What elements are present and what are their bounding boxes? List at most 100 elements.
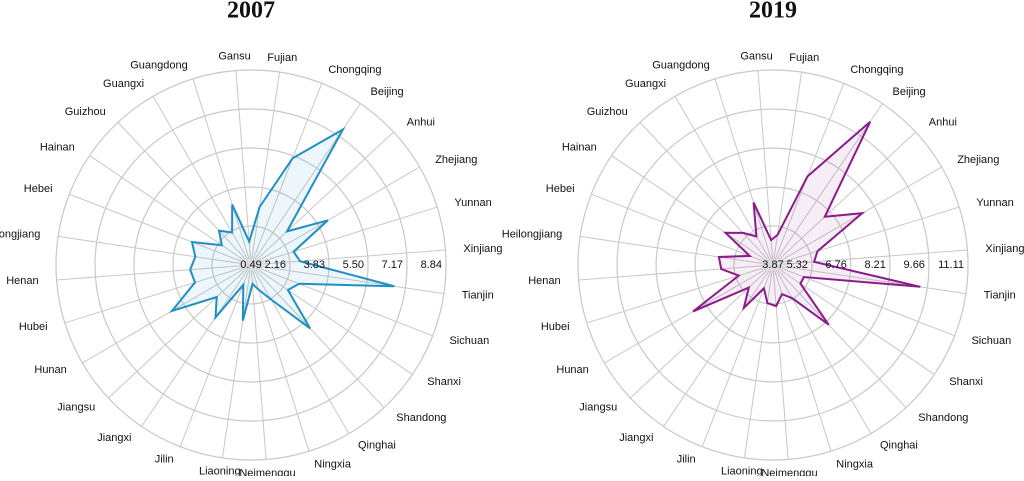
radial-tick-label: 3.87 bbox=[762, 259, 783, 271]
radar-area bbox=[169, 126, 395, 330]
radial-tick-label: 8.84 bbox=[421, 259, 442, 271]
category-label: Zhejiang bbox=[435, 154, 477, 166]
category-label: Anhui bbox=[407, 116, 435, 128]
spoke bbox=[772, 206, 960, 266]
category-label: Ningxia bbox=[836, 458, 874, 470]
category-label: Hunan bbox=[34, 364, 66, 376]
spoke bbox=[250, 83, 323, 266]
category-label: Liaoning bbox=[199, 466, 241, 476]
category-label: Shanxi bbox=[949, 376, 983, 388]
category-label: Beijing bbox=[893, 86, 926, 98]
radar-area bbox=[692, 120, 921, 326]
spoke bbox=[772, 264, 789, 460]
category-label: Guangxi bbox=[103, 78, 144, 90]
spoke bbox=[639, 122, 774, 266]
spoke bbox=[89, 155, 252, 266]
category-label: Hebei bbox=[24, 183, 53, 195]
category-label: Hubei bbox=[19, 321, 48, 333]
category-label: Neimenggu bbox=[239, 467, 295, 476]
spoke bbox=[69, 193, 252, 266]
grid-ring bbox=[133, 147, 369, 383]
spoke bbox=[250, 264, 444, 295]
category-label: Guangxi bbox=[625, 78, 666, 90]
category-label: Hubei bbox=[541, 321, 570, 333]
spoke bbox=[772, 83, 845, 266]
spoke bbox=[772, 131, 916, 266]
radial-tick-label: 8.21 bbox=[864, 259, 885, 271]
spoke bbox=[250, 264, 385, 408]
category-label: Xinjiang bbox=[463, 243, 502, 255]
spoke bbox=[250, 72, 281, 266]
category-label: Liaoning bbox=[721, 466, 763, 476]
spoke bbox=[250, 206, 438, 266]
spoke bbox=[117, 122, 252, 266]
spoke bbox=[580, 235, 774, 266]
category-label: Hainan bbox=[40, 142, 75, 154]
grid-ring bbox=[94, 108, 408, 422]
spoke bbox=[772, 249, 968, 266]
spoke bbox=[141, 264, 252, 427]
spoke bbox=[250, 166, 420, 266]
spoke bbox=[250, 264, 413, 375]
spoke bbox=[772, 264, 832, 452]
spoke bbox=[108, 264, 252, 399]
category-label: Guizhou bbox=[587, 106, 628, 118]
spoke bbox=[152, 96, 252, 266]
spoke bbox=[58, 235, 252, 266]
spoke bbox=[663, 264, 774, 427]
radial-tick-label: 11.11 bbox=[938, 259, 964, 271]
spoke bbox=[56, 264, 252, 281]
grid-ring bbox=[616, 108, 930, 422]
category-label: Heilongjiang bbox=[0, 228, 40, 240]
spoke bbox=[611, 155, 774, 266]
category-label: Jiangxi bbox=[97, 432, 131, 444]
category-label: Guangdong bbox=[130, 59, 188, 71]
spoke bbox=[578, 264, 774, 281]
category-label: Jiangsu bbox=[57, 401, 95, 413]
category-label: Guangdong bbox=[652, 59, 710, 71]
category-label: Yunnan bbox=[976, 197, 1013, 209]
category-label: Shandong bbox=[918, 412, 968, 424]
grid-ring bbox=[172, 186, 330, 344]
category-label: Zhejiang bbox=[957, 154, 999, 166]
radial-tick-label: 3.83 bbox=[304, 259, 325, 271]
grid-ring bbox=[577, 69, 969, 461]
grid-ring bbox=[694, 186, 852, 344]
radial-tick-label: 0.49 bbox=[240, 259, 261, 271]
category-label: Ningxia bbox=[314, 458, 352, 470]
grid-ring bbox=[655, 147, 891, 383]
category-label: Henan bbox=[6, 275, 38, 287]
category-label: Chongqing bbox=[328, 64, 381, 76]
category-label: Sichuan bbox=[449, 335, 489, 347]
radial-tick-label: 5.32 bbox=[787, 259, 808, 271]
category-label: Sichuan bbox=[971, 335, 1011, 347]
tick-label-bg bbox=[239, 258, 263, 271]
radial-tick-label: 2.16 bbox=[265, 259, 286, 271]
category-label: Qinghai bbox=[358, 440, 396, 452]
category-label: Jiangsu bbox=[579, 401, 617, 413]
spoke bbox=[591, 193, 774, 266]
radial-tick-label: 5.50 bbox=[343, 259, 364, 271]
category-label: Neimenggu bbox=[761, 467, 817, 476]
category-label: Beijing bbox=[371, 86, 404, 98]
category-label: Jilin bbox=[677, 454, 696, 466]
spoke bbox=[250, 264, 310, 452]
chart-title: 2019 bbox=[749, 0, 797, 24]
spoke bbox=[235, 70, 252, 266]
spoke bbox=[772, 264, 872, 434]
spoke bbox=[772, 166, 942, 266]
category-label: Jiangxi bbox=[619, 432, 653, 444]
category-label: Xinjiang bbox=[985, 243, 1024, 255]
radial-tick-label: 9.66 bbox=[904, 259, 925, 271]
category-label: Hunan bbox=[556, 364, 588, 376]
tick-label-bg bbox=[761, 258, 785, 271]
spoke bbox=[179, 264, 252, 447]
category-label: Henan bbox=[528, 275, 560, 287]
category-label: Gansu bbox=[218, 51, 250, 63]
category-label: Chongqing bbox=[850, 64, 903, 76]
category-label: Guizhou bbox=[65, 106, 106, 118]
spoke bbox=[586, 264, 774, 324]
grid-ring bbox=[55, 69, 447, 461]
chart-title: 2007 bbox=[227, 0, 275, 24]
